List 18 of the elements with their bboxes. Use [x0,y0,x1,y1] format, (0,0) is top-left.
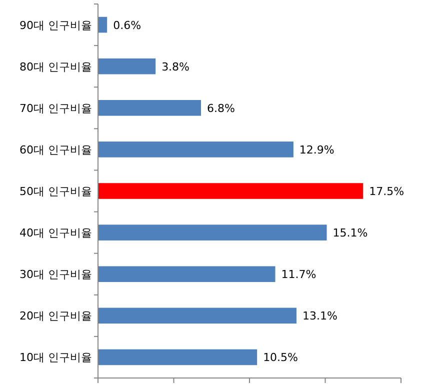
data-label: 10.5% [263,351,298,364]
y-tick-label: 60대 인구비율 [20,143,92,156]
data-label: 12.9% [299,143,334,156]
data-label: 6.8% [207,102,235,115]
data-label: 3.8% [162,60,190,74]
y-tick-label: 80대 인구비율 [20,60,92,74]
data-label: 0.6% [113,18,142,32]
y-tick-label: 30대 인구비율 [20,268,92,282]
y-tick-label: 20대 인구비율 [20,310,92,323]
data-label: 13.1% [302,310,338,323]
data-label: 17.5% [369,185,404,198]
y-tick-label: 10대 인구비율 [20,351,92,364]
y-tick-label: 70대 인구비율 [20,102,92,115]
data-label: 15.1% [332,226,368,240]
y-tick-label: 40대 인구비율 [20,226,92,240]
y-tick-label: 50대 인구비율 [20,185,92,198]
data-label: 11.7% [281,268,316,282]
y-tick-label: 90대 인구비율 [20,18,92,32]
